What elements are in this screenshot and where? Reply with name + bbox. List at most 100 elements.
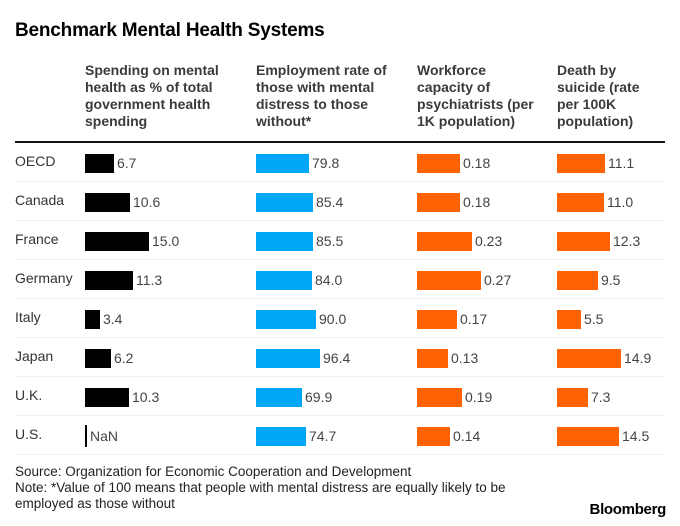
- value-label: 11.1: [608, 155, 635, 171]
- bar: [85, 193, 130, 212]
- bar: [417, 193, 460, 212]
- chart-title: Benchmark Mental Health Systems: [15, 20, 325, 41]
- row-divider: [15, 376, 665, 377]
- footnote-line-1: Note: *Value of 100 means that people wi…: [15, 480, 506, 495]
- value-label: 0.27: [484, 272, 512, 288]
- table-row: U.K. 10.3 69.9 0.19 7.3: [15, 377, 665, 416]
- bar: [417, 232, 472, 251]
- table-row: Canada 10.6 85.4 0.18 11.0: [15, 182, 665, 221]
- bar: [85, 310, 100, 329]
- value-label: 90.0: [319, 311, 347, 327]
- bar: [256, 271, 312, 290]
- bar: [417, 310, 457, 329]
- country-label: Canada: [15, 192, 65, 208]
- value-label: 5.5: [584, 311, 604, 327]
- row-divider: [15, 181, 665, 182]
- bloomberg-logo: Bloomberg: [589, 501, 667, 518]
- bar: [417, 271, 481, 290]
- value-label: 0.17: [460, 311, 488, 327]
- value-label: 3.4: [103, 311, 123, 327]
- value-label: 6.7: [117, 155, 137, 171]
- value-label: 11.3: [136, 272, 163, 288]
- value-label: 10.6: [133, 194, 161, 210]
- bar: [256, 193, 313, 212]
- column-header-line: capacity of: [417, 79, 491, 95]
- footnote-line-2: employed as those without: [15, 496, 175, 511]
- bar: [256, 349, 320, 368]
- table-row: Germany 11.3 84.0 0.27 9.5: [15, 260, 665, 299]
- country-label: OECD: [15, 153, 56, 169]
- column-header-4: Death by suicide (rate per 100K population): [557, 62, 639, 130]
- value-label: 11.0: [607, 194, 634, 210]
- bar: [417, 154, 460, 173]
- bar: [85, 271, 133, 290]
- country-label: U.S.: [15, 426, 43, 442]
- bar: [85, 232, 149, 251]
- value-label: 0.13: [451, 350, 479, 366]
- column-header-line: population): [557, 113, 634, 129]
- bar: [557, 232, 610, 251]
- column-header-line: health as % of total: [85, 79, 213, 95]
- bar: [557, 427, 619, 446]
- value-label: 85.5: [316, 233, 344, 249]
- column-header-line: Workforce: [417, 62, 486, 78]
- row-divider: [15, 259, 665, 260]
- table-row: Japan 6.2 96.4 0.13 14.9: [15, 338, 665, 377]
- value-label: 74.7: [309, 428, 337, 444]
- value-label: 14.9: [624, 350, 652, 366]
- value-label: 0.19: [465, 389, 493, 405]
- row-divider: [15, 454, 665, 455]
- column-header-3: Workforce capacity of psychiatrists (per 1K…: [417, 62, 534, 130]
- country-label: Japan: [15, 348, 54, 364]
- bar: [256, 232, 313, 251]
- column-header-line: Death by: [557, 62, 617, 78]
- header-rule: [15, 141, 665, 143]
- country-label: Germany: [15, 270, 73, 286]
- value-label: 0.14: [453, 428, 481, 444]
- bar: [85, 349, 111, 368]
- source-note: Source: Organization for Economic Cooper…: [15, 464, 412, 479]
- bar: [417, 349, 448, 368]
- value-label: NaN: [90, 428, 119, 444]
- value-label: 84.0: [315, 272, 343, 288]
- country-label: Italy: [15, 309, 41, 325]
- bar: [256, 154, 309, 173]
- column-header-line: suicide (rate: [557, 79, 640, 95]
- value-label: 12.3: [613, 233, 641, 249]
- bar: [557, 193, 604, 212]
- bar: [557, 271, 598, 290]
- row-divider: [15, 337, 665, 338]
- column-header-line: Spending on mental: [85, 62, 219, 78]
- bar: [557, 154, 605, 173]
- value-label: 10.3: [132, 389, 160, 405]
- column-header-2: Employment rate of those with mental distr…: [256, 62, 387, 130]
- footer: Source: Organization for Economic Cooper…: [15, 464, 506, 512]
- value-label: 0.18: [463, 194, 491, 210]
- value-label: 7.3: [591, 389, 611, 405]
- value-label: 0.23: [475, 233, 503, 249]
- row-divider: [15, 298, 665, 299]
- table-row: OECD 6.7 79.8 0.18 11.1: [15, 143, 665, 182]
- value-label: 0.18: [463, 155, 491, 171]
- value-label: 69.9: [305, 389, 333, 405]
- value-label: 14.5: [622, 428, 650, 444]
- bar: [557, 349, 621, 368]
- table-row: France 15.0 85.5 0.23 12.3: [15, 221, 665, 260]
- bar: [256, 427, 306, 446]
- row-divider: [15, 415, 665, 416]
- value-label: 15.0: [152, 233, 180, 249]
- bar: [85, 425, 87, 447]
- column-header-1: Spending on mental health as % of total go…: [85, 62, 219, 130]
- table-row: U.S. NaN 74.7 0.14 14.5: [15, 416, 665, 455]
- column-header-line: 1K population): [417, 113, 515, 129]
- column-header-line: per 100K: [557, 96, 617, 112]
- value-label: 9.5: [601, 272, 621, 288]
- bar: [417, 427, 450, 446]
- value-label: 6.2: [114, 350, 134, 366]
- column-header-line: distress to those: [256, 96, 369, 112]
- bar: [417, 388, 462, 407]
- value-label: 79.8: [312, 155, 340, 171]
- value-label: 96.4: [323, 350, 351, 366]
- column-header-line: spending: [85, 113, 148, 129]
- column-header-line: those with mental: [256, 79, 375, 95]
